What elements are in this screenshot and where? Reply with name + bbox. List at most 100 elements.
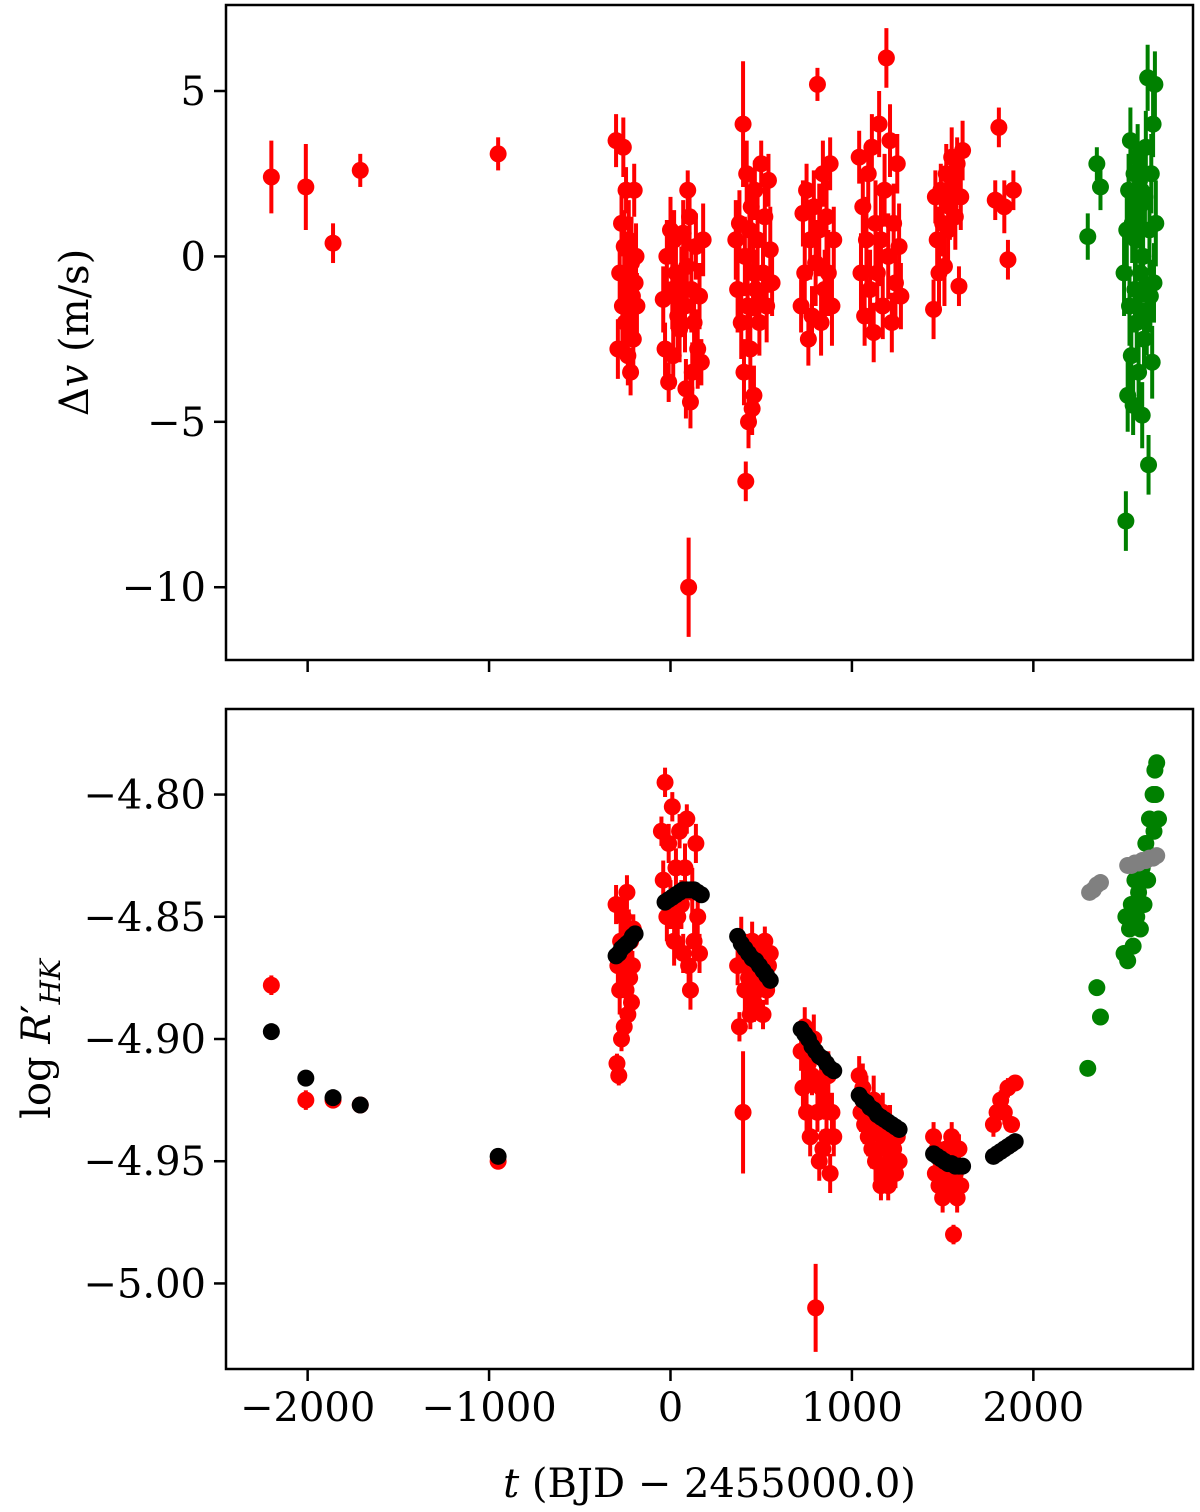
data-point bbox=[678, 810, 696, 828]
data-point bbox=[881, 132, 899, 150]
data-point bbox=[614, 138, 632, 156]
data-point bbox=[1146, 75, 1164, 93]
data-point bbox=[818, 208, 836, 226]
data-point bbox=[803, 1067, 821, 1085]
x-tick-label: −1000 bbox=[421, 1385, 556, 1431]
data-point bbox=[888, 155, 906, 173]
data-point bbox=[676, 859, 694, 877]
data-point bbox=[950, 1140, 968, 1158]
data-point bbox=[870, 115, 888, 133]
panel-rhk: −2000 −1000 0 1000 2000 −4.80 −4.85 −4.90 −4.95 −… bbox=[14, 707, 1195, 1507]
data-point bbox=[1124, 937, 1142, 955]
data-point bbox=[823, 1103, 841, 1121]
data-point bbox=[1143, 353, 1161, 371]
data-point bbox=[1135, 896, 1153, 914]
data-point bbox=[807, 1299, 825, 1317]
data-point bbox=[825, 1128, 843, 1146]
data-point bbox=[1079, 1059, 1097, 1077]
data-point bbox=[691, 287, 709, 305]
data-point bbox=[872, 231, 890, 249]
series-rhk-1 bbox=[1079, 754, 1168, 1077]
x-tick-label: 1000 bbox=[801, 1385, 903, 1431]
data-point bbox=[990, 118, 1008, 136]
data-point bbox=[1140, 456, 1158, 474]
y-axis-label: log R′HK bbox=[14, 957, 67, 1119]
panel-rv: 5 0 −5 −10 Δv (m/s) bbox=[52, 3, 1195, 672]
y-tick-label: −4.95 bbox=[83, 1139, 206, 1185]
data-point bbox=[798, 181, 816, 199]
data-point bbox=[1135, 330, 1153, 348]
data-point bbox=[761, 944, 779, 962]
data-point bbox=[324, 234, 342, 252]
data-point bbox=[692, 886, 710, 904]
data-point bbox=[1088, 155, 1106, 173]
data-point bbox=[1148, 847, 1166, 865]
data-point bbox=[754, 1006, 772, 1024]
data-point bbox=[262, 1023, 280, 1041]
data-point bbox=[624, 330, 642, 348]
data-point bbox=[730, 1018, 748, 1036]
data-point bbox=[622, 363, 640, 381]
data-point bbox=[1145, 274, 1163, 292]
data-point bbox=[865, 324, 883, 341]
data-point bbox=[692, 353, 710, 371]
data-point bbox=[892, 287, 910, 305]
data-point bbox=[1134, 247, 1152, 265]
data-point bbox=[890, 237, 908, 255]
data-point bbox=[1006, 1074, 1024, 1092]
series-rhk-0 bbox=[262, 767, 1024, 1352]
data-point bbox=[890, 1152, 908, 1170]
data-point bbox=[821, 1164, 839, 1182]
data-point bbox=[859, 165, 877, 183]
data-point bbox=[857, 231, 875, 249]
x-tick-label: −2000 bbox=[240, 1385, 375, 1431]
data-point bbox=[810, 221, 828, 239]
data-point bbox=[623, 957, 641, 975]
series-rhk-3 bbox=[262, 881, 1024, 1175]
data-point bbox=[681, 208, 699, 226]
data-point bbox=[656, 773, 674, 791]
data-point bbox=[863, 138, 881, 156]
data-point bbox=[691, 944, 709, 962]
axes-frame bbox=[224, 707, 1195, 1371]
series-rv-1 bbox=[1079, 44, 1165, 551]
data-point bbox=[874, 297, 892, 315]
series-rhk-2 bbox=[1081, 847, 1166, 901]
data-point bbox=[625, 181, 643, 199]
data-point bbox=[808, 75, 826, 93]
data-point bbox=[351, 161, 369, 179]
data-point bbox=[1142, 165, 1160, 183]
data-point bbox=[654, 871, 672, 889]
data-point bbox=[943, 1128, 961, 1146]
data-point bbox=[607, 896, 625, 914]
y-tick-label: −5.00 bbox=[83, 1261, 206, 1307]
data-point bbox=[297, 1069, 315, 1087]
data-point bbox=[1091, 1008, 1109, 1026]
data-point bbox=[734, 1103, 752, 1121]
data-point bbox=[351, 1096, 369, 1114]
data-point bbox=[821, 155, 839, 173]
data-point bbox=[1131, 920, 1149, 938]
data-point bbox=[741, 340, 759, 358]
y-tick-label: −4.85 bbox=[83, 895, 206, 941]
data-point bbox=[676, 297, 694, 315]
data-point bbox=[825, 1062, 843, 1080]
data-point bbox=[952, 188, 970, 206]
data-point bbox=[680, 578, 698, 596]
data-point bbox=[823, 297, 841, 315]
y-tick-label: −10 bbox=[122, 565, 206, 611]
data-point bbox=[665, 932, 683, 950]
data-point bbox=[876, 181, 894, 199]
data-point bbox=[890, 1120, 908, 1138]
y-tick-label: 5 bbox=[181, 69, 206, 115]
data-point bbox=[671, 822, 689, 840]
data-point bbox=[618, 883, 636, 901]
data-point bbox=[1091, 874, 1109, 892]
data-point bbox=[610, 1067, 628, 1085]
data-point bbox=[850, 148, 868, 166]
data-point bbox=[750, 314, 768, 332]
data-point bbox=[262, 976, 280, 994]
data-point bbox=[660, 834, 678, 852]
data-point bbox=[732, 314, 750, 332]
